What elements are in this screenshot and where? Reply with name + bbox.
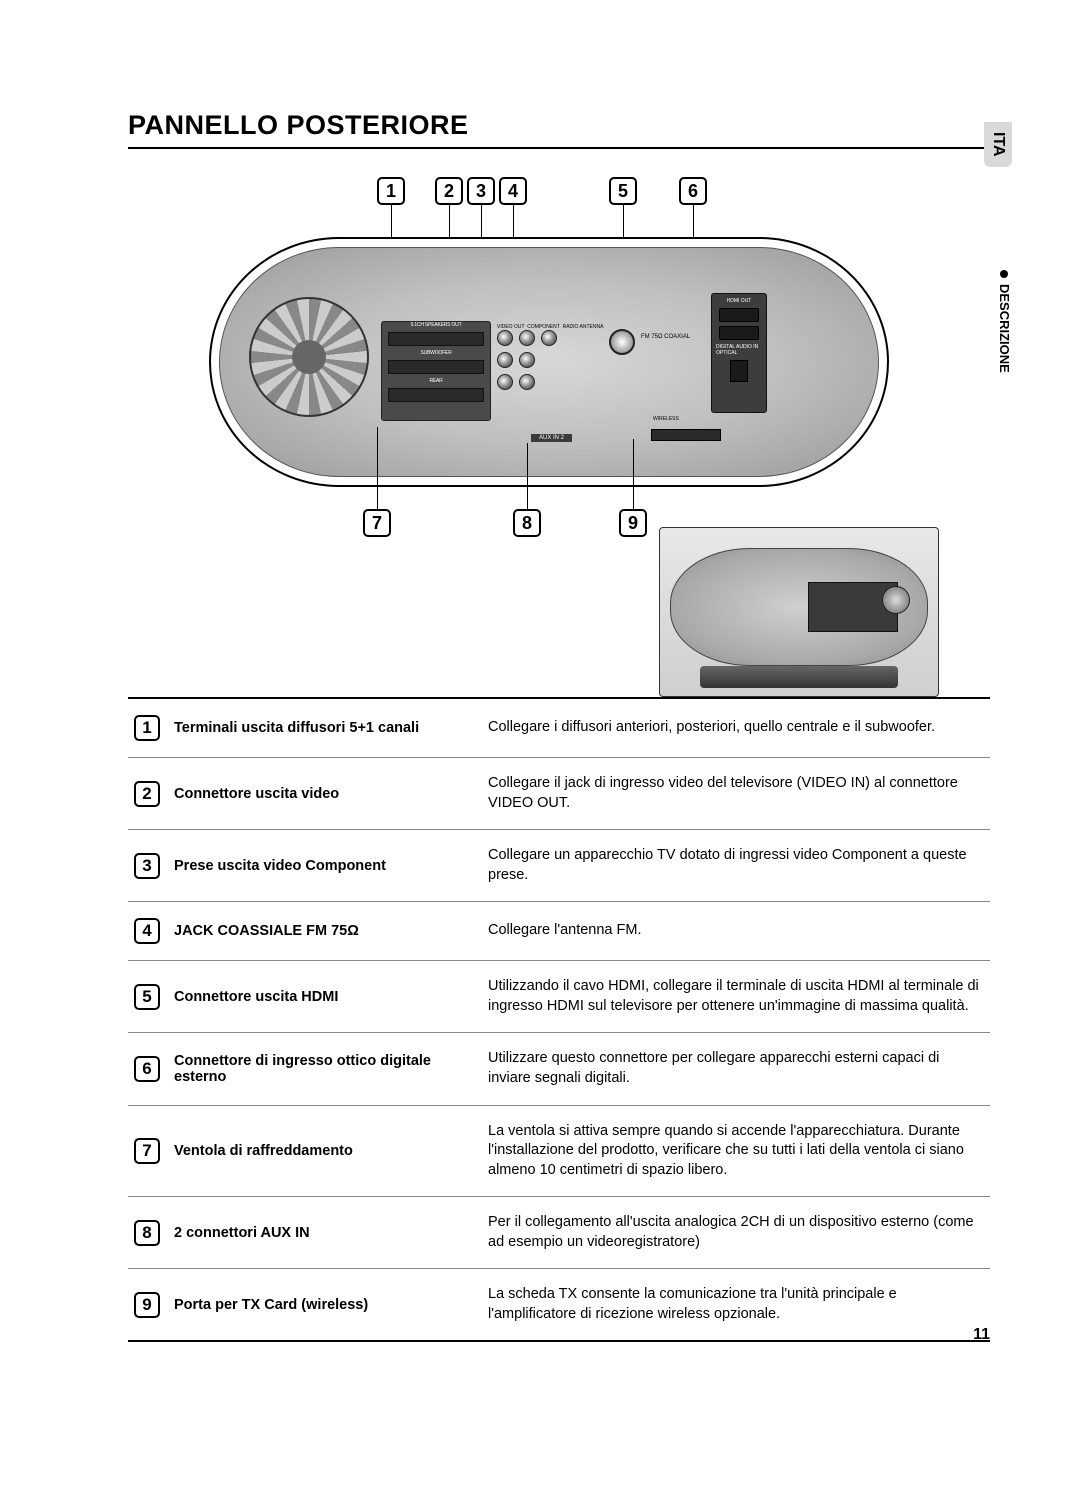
row-desc: Utilizzare questo connettore per collega… <box>488 1049 984 1088</box>
chapter-side-label: DESCRIZIONE <box>997 270 1012 373</box>
row-desc: Collegare il jack di ingresso video del … <box>488 774 984 813</box>
fm-coax-port <box>609 329 635 355</box>
callout-7: 7 <box>363 509 391 537</box>
row-number: 2 <box>134 781 160 807</box>
table-row: 8 2 connettori AUX IN Per il collegament… <box>128 1197 990 1269</box>
row-number: 3 <box>134 853 160 879</box>
device-front-thumbnail <box>659 527 939 697</box>
wireless-label: WIRELESS <box>653 416 679 422</box>
row-number: 6 <box>134 1056 160 1082</box>
row-label: Prese uscita video Component <box>174 858 474 874</box>
callout-6: 6 <box>679 177 707 205</box>
row-number: 7 <box>134 1138 160 1164</box>
row-label: Porta per TX Card (wireless) <box>174 1297 474 1313</box>
table-row: 3 Prese uscita video Component Collegare… <box>128 830 990 902</box>
row-label: Ventola di raffreddamento <box>174 1143 474 1159</box>
section-title: PANNELLO POSTERIORE <box>128 110 990 149</box>
chapter-side-text: DESCRIZIONE <box>997 284 1012 373</box>
row-desc: Per il collegamento all'uscita analogica… <box>488 1213 984 1252</box>
table-row: 4 JACK COASSIALE FM 75Ω Collegare l'ante… <box>128 902 990 961</box>
connector-table: 1 Terminali uscita diffusori 5+1 canali … <box>128 697 990 1342</box>
bullet-icon <box>1000 270 1008 278</box>
fm-coax-label: FM 75Ω COAXIAL <box>641 334 690 341</box>
callout-8: 8 <box>513 509 541 537</box>
row-number: 5 <box>134 984 160 1010</box>
callout-2: 2 <box>435 177 463 205</box>
row-number: 4 <box>134 918 160 944</box>
table-row: 1 Terminali uscita diffusori 5+1 canali … <box>128 699 990 758</box>
row-label: JACK COASSIALE FM 75Ω <box>174 923 474 939</box>
row-desc: Utilizzando il cavo HDMI, collegare il t… <box>488 977 984 1016</box>
table-row: 9 Porta per TX Card (wireless) La scheda… <box>128 1269 990 1342</box>
row-number: 1 <box>134 715 160 741</box>
callout-9: 9 <box>619 509 647 537</box>
row-desc: La scheda TX consente la comunicazione t… <box>488 1285 984 1324</box>
row-desc: Collegare i diffusori anteriori, posteri… <box>488 718 984 738</box>
av-ports: VIDEO OUT COMPONENT RADIO ANTENNA <box>497 324 597 434</box>
row-label: 2 connettori AUX IN <box>174 1225 474 1241</box>
callout-1: 1 <box>377 177 405 205</box>
callout-4: 4 <box>499 177 527 205</box>
row-desc: Collegare un apparecchio TV dotato di in… <box>488 846 984 885</box>
row-desc: Collegare l'antenna FM. <box>488 921 984 941</box>
cooling-fan-icon <box>249 297 369 417</box>
aux-in-label: AUX IN 2 <box>531 434 572 442</box>
language-tab: ITA <box>984 122 1012 167</box>
table-row: 5 Connettore uscita HDMI Utilizzando il … <box>128 961 990 1033</box>
row-number: 9 <box>134 1292 160 1318</box>
row-label: Connettore uscita HDMI <box>174 989 474 1005</box>
callout-5: 5 <box>609 177 637 205</box>
rear-panel-diagram: 1 2 3 4 5 6 5.1CH SPEAKERS OUT SUBWOOFER… <box>199 177 919 637</box>
row-label: Connettore di ingresso ottico digitale e… <box>174 1053 474 1085</box>
row-label: Connettore uscita video <box>174 786 474 802</box>
device-body: 5.1CH SPEAKERS OUT SUBWOOFER REAR VIDEO … <box>209 237 889 487</box>
hdmi-optical-block: HDMI OUT DIGITAL AUDIO IN OPTICAL <box>711 293 767 413</box>
table-row: 6 Connettore di ingresso ottico digitale… <box>128 1033 990 1105</box>
table-row: 2 Connettore uscita video Collegare il j… <box>128 758 990 830</box>
row-number: 8 <box>134 1220 160 1246</box>
page-number: 11 <box>973 1326 990 1344</box>
row-desc: La ventola si attiva sempre quando si ac… <box>488 1122 984 1181</box>
speaker-out-block: 5.1CH SPEAKERS OUT SUBWOOFER REAR <box>381 321 491 421</box>
callout-3: 3 <box>467 177 495 205</box>
row-label: Terminali uscita diffusori 5+1 canali <box>174 720 474 736</box>
wireless-slot <box>651 429 721 441</box>
table-row: 7 Ventola di raffreddamento La ventola s… <box>128 1106 990 1198</box>
